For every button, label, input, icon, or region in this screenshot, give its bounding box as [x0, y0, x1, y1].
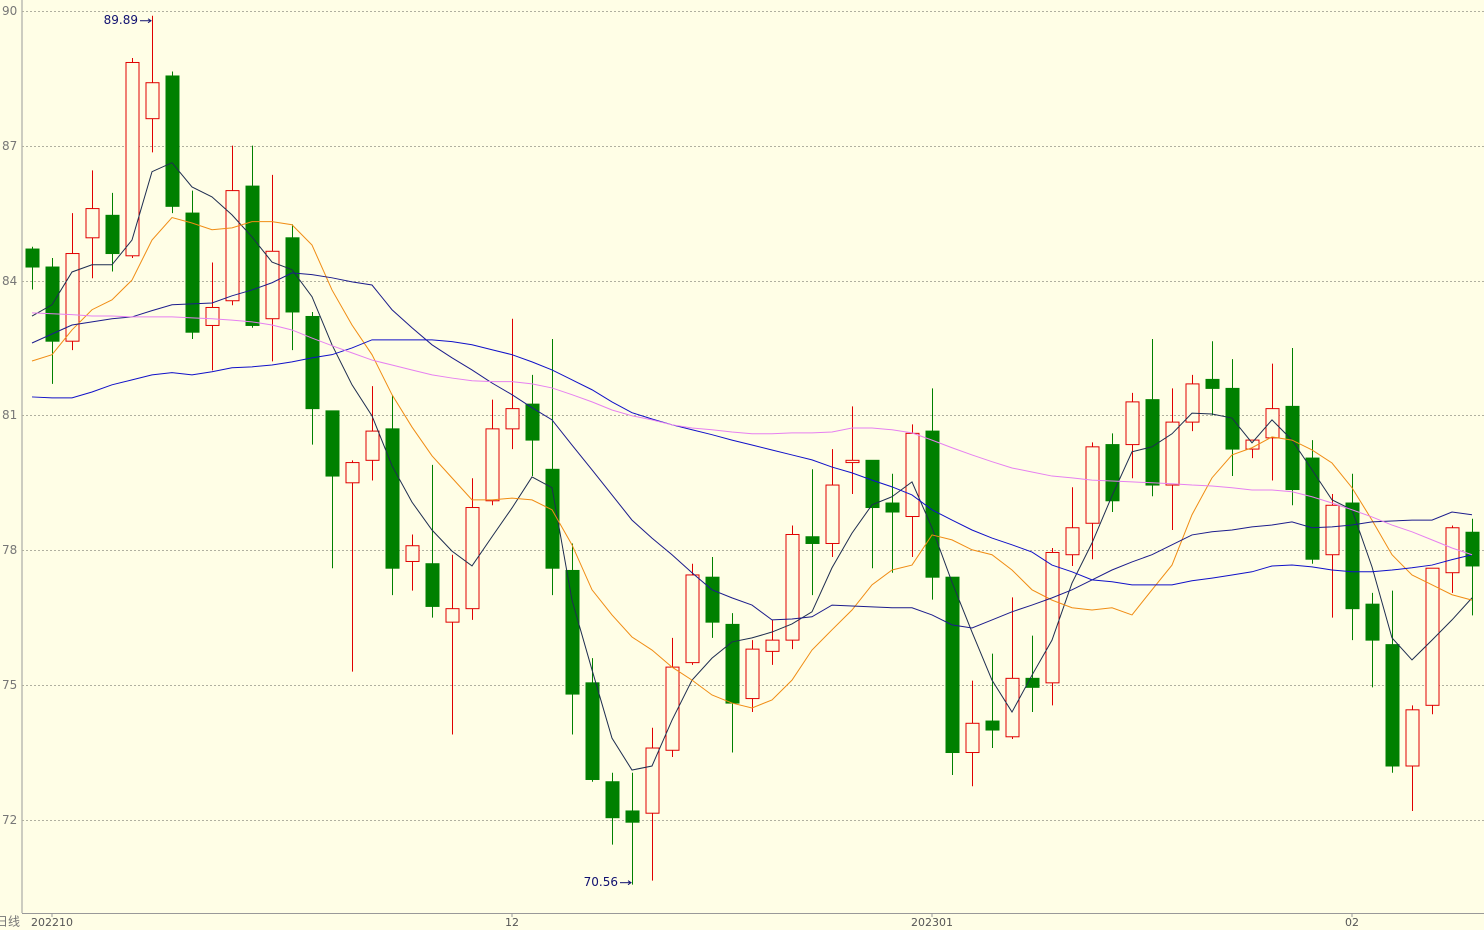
- candle-body: [25, 248, 40, 268]
- moving-average-line: [31, 339, 1473, 586]
- candle-body: [265, 250, 280, 320]
- candle-body: [1205, 378, 1220, 389]
- candle-body: [1125, 401, 1140, 446]
- candle-body: [1245, 439, 1260, 450]
- candle-body: [885, 502, 900, 513]
- candle-body: [245, 185, 260, 326]
- candle-body: [965, 722, 980, 754]
- candle-body: [305, 315, 320, 410]
- y-tick-label: 84: [2, 274, 17, 288]
- candle-body: [485, 428, 500, 502]
- y-tick-label: 72: [2, 813, 17, 827]
- min-annotation: 70.56: [584, 875, 618, 889]
- candle-body: [745, 648, 760, 700]
- y-tick-label: 90: [2, 4, 17, 18]
- candle-body: [145, 82, 160, 120]
- candle-body: [225, 190, 240, 302]
- y-tick-label: 78: [2, 543, 17, 557]
- period-label: 日线: [0, 915, 20, 929]
- candle-body: [685, 574, 700, 664]
- candle-body: [185, 212, 200, 333]
- candle-body: [665, 666, 680, 751]
- candle-body: [605, 781, 620, 819]
- x-tick-label: 202210: [31, 916, 73, 929]
- candle-body: [1045, 551, 1060, 684]
- candle-body: [905, 432, 920, 518]
- candle-body: [565, 569, 580, 695]
- candle-body: [925, 430, 940, 578]
- candle-body: [385, 428, 400, 569]
- candle-body: [1365, 603, 1380, 641]
- candle-body: [1265, 408, 1280, 439]
- candle-body: [945, 576, 960, 754]
- y-tick-label: 81: [2, 408, 17, 422]
- candle-body: [205, 306, 220, 326]
- candle-body: [1425, 567, 1440, 706]
- candle-body: [805, 536, 820, 544]
- candle-body: [405, 545, 420, 562]
- annotation-arrowhead: [147, 18, 152, 24]
- candle-body: [765, 639, 780, 652]
- candle-body: [985, 720, 1000, 731]
- candle-body: [65, 253, 80, 342]
- candle-body: [425, 563, 440, 607]
- candle-body: [525, 403, 540, 441]
- candle-body: [505, 408, 520, 430]
- candle-body: [1325, 504, 1340, 556]
- candle-body: [165, 75, 180, 207]
- moving-average-line: [31, 272, 1473, 629]
- candle-body: [1005, 677, 1020, 738]
- candle-body: [365, 430, 380, 461]
- x-tick-label: 202301: [911, 916, 953, 929]
- candle-body: [85, 208, 100, 239]
- max-annotation: 89.89: [104, 13, 138, 27]
- candle-body: [825, 484, 840, 544]
- candle-body: [1385, 644, 1400, 767]
- candle-body: [465, 507, 480, 610]
- candle-body: [345, 462, 360, 484]
- moving-average-line: [31, 312, 1473, 556]
- candle-body: [285, 237, 300, 313]
- candle-body: [1085, 446, 1100, 524]
- candle-body: [645, 747, 660, 814]
- candle-body: [845, 459, 860, 464]
- candle-body: [785, 533, 800, 641]
- candle-body: [705, 576, 720, 623]
- candle-body: [1465, 531, 1480, 567]
- candle-body: [1305, 457, 1320, 560]
- candle-body: [625, 810, 640, 823]
- y-tick-label: 75: [2, 678, 17, 692]
- candle-body: [545, 468, 560, 569]
- candle-body: [1105, 444, 1120, 502]
- y-tick-label: 87: [2, 139, 17, 153]
- x-tick-label: 12: [505, 916, 519, 929]
- candle-body: [1285, 405, 1300, 491]
- candle-body: [1165, 421, 1180, 486]
- candle-body: [865, 459, 880, 509]
- x-tick-label: 02: [1345, 916, 1359, 929]
- candle-body: [125, 61, 140, 257]
- moving-average-line: [31, 217, 1473, 709]
- candle-body: [1345, 502, 1360, 610]
- candle-body: [445, 608, 460, 623]
- candle-body: [1185, 383, 1200, 423]
- candle-body: [1445, 527, 1460, 574]
- candle-body: [1405, 709, 1420, 767]
- annotation-arrowhead: [627, 880, 632, 886]
- moving-average-line: [31, 162, 1473, 771]
- candle-body: [585, 682, 600, 780]
- candle-body: [325, 410, 340, 477]
- candle-body: [725, 623, 740, 704]
- candle-body: [1065, 527, 1080, 556]
- candle-body: [1145, 399, 1160, 486]
- candle-body: [105, 214, 120, 255]
- candle-body: [1025, 677, 1040, 688]
